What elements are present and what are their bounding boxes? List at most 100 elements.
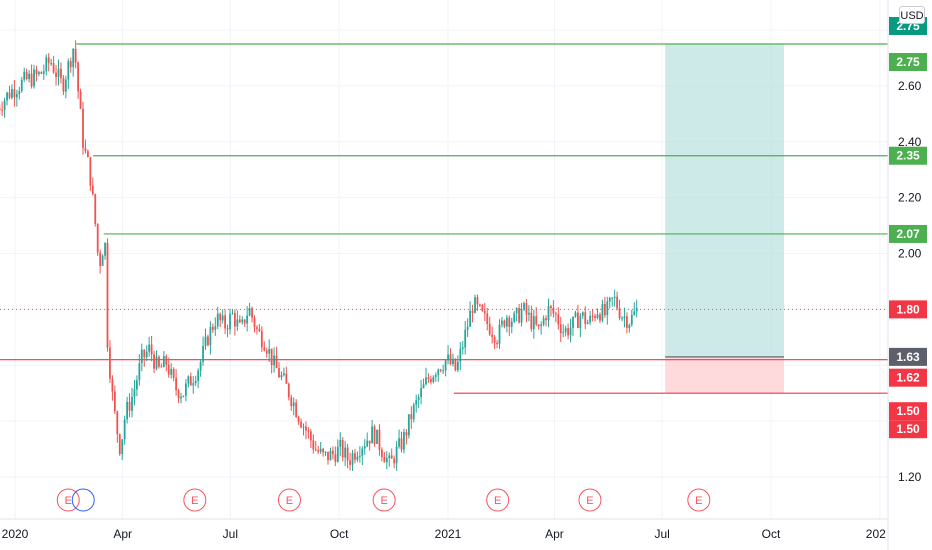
x-tick-label: Oct [762,527,781,541]
candle-body [158,356,160,367]
candle-body [287,383,290,398]
candle-body [341,440,344,458]
candle-body [415,400,418,405]
candle-body [155,356,158,369]
candle-body [466,326,469,330]
candle-body [611,297,614,299]
candle-body [69,61,72,68]
price-badge [889,368,927,387]
candle-body [356,456,359,460]
candle-body [238,319,241,323]
dividend-marker-circle[interactable] [71,488,95,512]
candle-body [214,326,217,330]
candle-body [94,194,97,224]
candle-body [309,431,312,441]
candle-body [442,370,445,372]
candle-body [25,71,28,79]
candle-body [226,328,229,330]
candle-body [623,316,626,318]
candle-body [420,388,423,398]
y-tick-label: 2.40 [898,135,922,149]
earnings-marker-label: E [286,495,293,507]
candle-body [67,61,70,80]
candle-body [613,296,616,298]
candle-body [520,309,523,323]
candle-body [89,157,92,186]
currency-button[interactable]: USD [899,6,925,24]
candle-body [557,314,560,325]
candle-body [464,329,467,348]
candle-body [606,301,609,316]
candle-body [479,304,481,306]
candle-body [23,71,26,80]
candle-body [246,315,249,324]
candle-body [405,432,408,436]
price-badge-label: 1.62 [896,371,920,385]
price-badge-label: 2.35 [896,149,920,163]
candle-body [194,380,197,384]
earnings-marker-circle[interactable] [183,488,207,512]
candle-body [82,108,84,148]
candle-body [270,348,273,366]
candle-body [363,446,366,449]
candle-body [567,328,570,336]
earnings-marker-circle[interactable] [486,488,510,512]
candle-body [101,255,104,266]
horizontal-levels[interactable] [0,43,888,394]
candle-body [358,455,361,457]
candle-body [297,417,300,422]
candle-body [74,48,77,63]
candle-body [131,396,133,411]
candle-body [273,355,276,366]
candle-body [162,356,165,368]
candle-body [292,402,295,407]
candle-body [535,316,538,325]
candle-body [263,347,266,351]
x-tick-label: Oct [330,527,349,541]
candle-body [300,421,302,428]
candle-body [594,316,596,318]
candle-body [106,242,109,348]
candle-body [603,303,606,316]
stop-zone[interactable] [665,356,784,394]
earnings-marker-circle[interactable] [578,488,602,512]
candle-body [285,373,288,384]
candle-body [351,453,354,465]
candle-body [207,336,209,346]
candle-body [211,326,214,330]
y-tick-label: 2.00 [898,247,922,261]
candle-body [187,376,190,384]
candle-body [564,328,567,333]
candle-body [30,73,33,87]
candle-body [224,315,227,329]
candle-body [476,297,479,305]
earnings-marker-circle[interactable] [372,488,396,512]
candle-body [366,440,369,447]
price-badge [889,402,927,421]
candle-body [234,313,236,327]
earnings-marker-circle[interactable] [277,488,301,512]
long-position-zones[interactable] [665,44,784,394]
earnings-marker-label: E [65,495,72,507]
target-zone[interactable] [665,44,784,357]
candle-body [398,438,400,447]
candle-body [1,110,4,112]
candle-body [425,377,427,385]
candle-body [501,320,503,325]
candle-body [361,448,364,456]
candle-body [216,313,219,327]
candle-body [427,377,430,380]
candle-body [52,63,55,73]
candle-body [50,63,53,65]
candle-body [189,376,192,386]
candle-body [38,72,40,75]
candle-body [528,312,530,315]
candle-body [616,296,619,309]
earnings-marker-circle[interactable] [687,488,711,512]
candle-body [256,327,258,329]
candle-body [111,378,114,392]
earnings-marker-label: E [380,495,387,507]
candle-body [20,79,23,92]
